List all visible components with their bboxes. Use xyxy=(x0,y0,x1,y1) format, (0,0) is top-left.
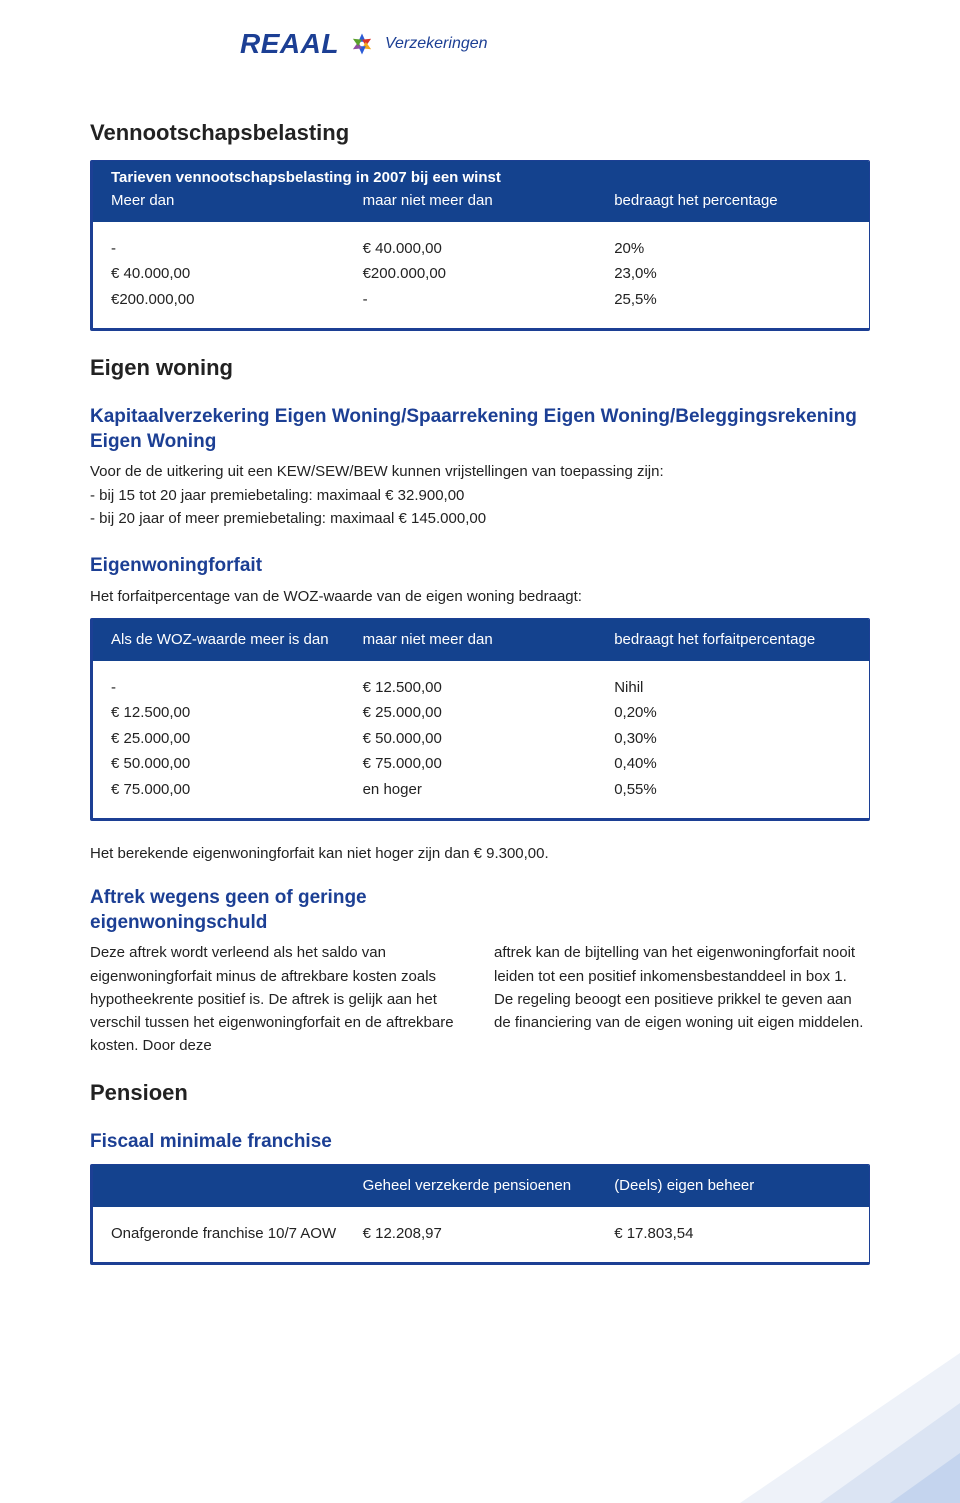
text-aftrek-columns: Deze aftrek wordt verleend als het saldo… xyxy=(90,941,870,1057)
cell: 20% xyxy=(614,236,851,262)
text-forfait-intro: Het forfaitpercentage van de WOZ-waarde … xyxy=(90,585,870,608)
cell: € 25.000,00 xyxy=(111,726,363,752)
cell: €200.000,00 xyxy=(363,261,615,287)
col-maar-niet-meer-dan: maar niet meer dan xyxy=(363,188,615,214)
cell: € 75.000,00 xyxy=(111,777,363,803)
brand-name: REAAL xyxy=(240,28,339,60)
cell: € 17.803,54 xyxy=(614,1221,851,1247)
cell: - xyxy=(363,287,615,313)
cell: € 25.000,00 xyxy=(363,700,615,726)
table-row: € 50.000,00 € 75.000,00 0,40% xyxy=(111,751,851,777)
cell: 0,20% xyxy=(614,700,851,726)
decorative-corner-icon xyxy=(700,1343,960,1503)
col-geheel-verzekerd: Geheel verzekerde pensioenen xyxy=(363,1173,615,1199)
cell: en hoger xyxy=(363,777,615,803)
table-row: - € 40.000,00 20% xyxy=(111,236,851,262)
heading-eigen-woning: Eigen woning xyxy=(90,355,870,381)
table-header: Geheel verzekerde pensioenen (Deels) eig… xyxy=(93,1165,869,1207)
subheading-aftrek: Aftrek wegens geen of geringe eigenwonin… xyxy=(90,886,410,935)
cell: 0,55% xyxy=(614,777,851,803)
heading-pensioen: Pensioen xyxy=(90,1080,870,1106)
col-blank xyxy=(111,1173,363,1199)
brand-mark-icon xyxy=(347,29,377,59)
col-woz-niet-meer: maar niet meer dan xyxy=(363,627,615,653)
cell: - xyxy=(111,675,363,701)
bullet: - bij 20 jaar of meer premiebetaling: ma… xyxy=(90,507,870,530)
cell: € 40.000,00 xyxy=(111,261,363,287)
col-eigen-beheer: (Deels) eigen beheer xyxy=(614,1173,851,1199)
table-body: Onafgeronde franchise 10/7 AOW € 12.208,… xyxy=(93,1207,869,1263)
subheading-kapitaalverzekering: Kapitaalverzekering Eigen Woning/Spaarre… xyxy=(90,405,870,454)
table-title: Tarieven vennootschapsbelasting in 2007 … xyxy=(111,169,851,186)
table-eigenwoningforfait: Als de WOZ-waarde meer is dan maar niet … xyxy=(90,618,870,821)
cell: 23,0% xyxy=(614,261,851,287)
table-row: €200.000,00 - 25,5% xyxy=(111,287,851,313)
table-body: - € 40.000,00 20% € 40.000,00 €200.000,0… xyxy=(93,222,869,329)
cell: € 50.000,00 xyxy=(363,726,615,752)
col-meer-dan: Meer dan xyxy=(111,188,363,214)
table-franchise: Geheel verzekerde pensioenen (Deels) eig… xyxy=(90,1164,870,1265)
table-row: € 40.000,00 €200.000,00 23,0% xyxy=(111,261,851,287)
text-forfait-note: Het berekende eigenwoningforfait kan nie… xyxy=(90,845,870,862)
table-header: Als de WOZ-waarde meer is dan maar niet … xyxy=(93,619,869,661)
text-aftrek-col-left: Deze aftrek wordt verleend als het saldo… xyxy=(90,941,466,1057)
text-kew-intro: Voor de de uitkering uit een KEW/SEW/BEW… xyxy=(90,460,870,483)
cell: € 12.500,00 xyxy=(111,700,363,726)
text-aftrek-col-right: aftrek kan de bijtelling van het eigenwo… xyxy=(494,941,870,1057)
cell: € 75.000,00 xyxy=(363,751,615,777)
cell: Nihil xyxy=(614,675,851,701)
brand-subtitle: Verzekeringen xyxy=(385,35,488,53)
cell: 0,30% xyxy=(614,726,851,752)
cell: 0,40% xyxy=(614,751,851,777)
table-body: - € 12.500,00 Nihil € 12.500,00 € 25.000… xyxy=(93,661,869,819)
table-row: € 75.000,00 en hoger 0,55% xyxy=(111,777,851,803)
bullet: - bij 15 tot 20 jaar premiebetaling: max… xyxy=(90,484,870,507)
cell: € 50.000,00 xyxy=(111,751,363,777)
cell: € 12.500,00 xyxy=(363,675,615,701)
table-header: Tarieven vennootschapsbelasting in 2007 … xyxy=(93,161,869,222)
cell: - xyxy=(111,236,363,262)
cell: Onafgeronde franchise 10/7 AOW xyxy=(111,1221,363,1247)
subheading-eigenwoningforfait: Eigenwoningforfait xyxy=(90,554,870,579)
table-row: Onafgeronde franchise 10/7 AOW € 12.208,… xyxy=(111,1221,851,1247)
table-row: € 12.500,00 € 25.000,00 0,20% xyxy=(111,700,851,726)
col-forfaitpercentage: bedraagt het forfaitpercentage xyxy=(614,627,851,653)
cell: 25,5% xyxy=(614,287,851,313)
table-row: € 25.000,00 € 50.000,00 0,30% xyxy=(111,726,851,752)
table-vennootschapsbelasting: Tarieven vennootschapsbelasting in 2007 … xyxy=(90,160,870,331)
heading-vennootschapsbelasting: Vennootschapsbelasting xyxy=(90,120,870,146)
cell: € 40.000,00 xyxy=(363,236,615,262)
table-row: - € 12.500,00 Nihil xyxy=(111,675,851,701)
col-percentage: bedraagt het percentage xyxy=(614,188,851,214)
cell: € 12.208,97 xyxy=(363,1221,615,1247)
brand-logo: REAAL Verzekeringen xyxy=(240,28,870,60)
subheading-franchise: Fiscaal minimale franchise xyxy=(90,1130,870,1155)
col-woz-meer: Als de WOZ-waarde meer is dan xyxy=(111,627,363,653)
cell: €200.000,00 xyxy=(111,287,363,313)
